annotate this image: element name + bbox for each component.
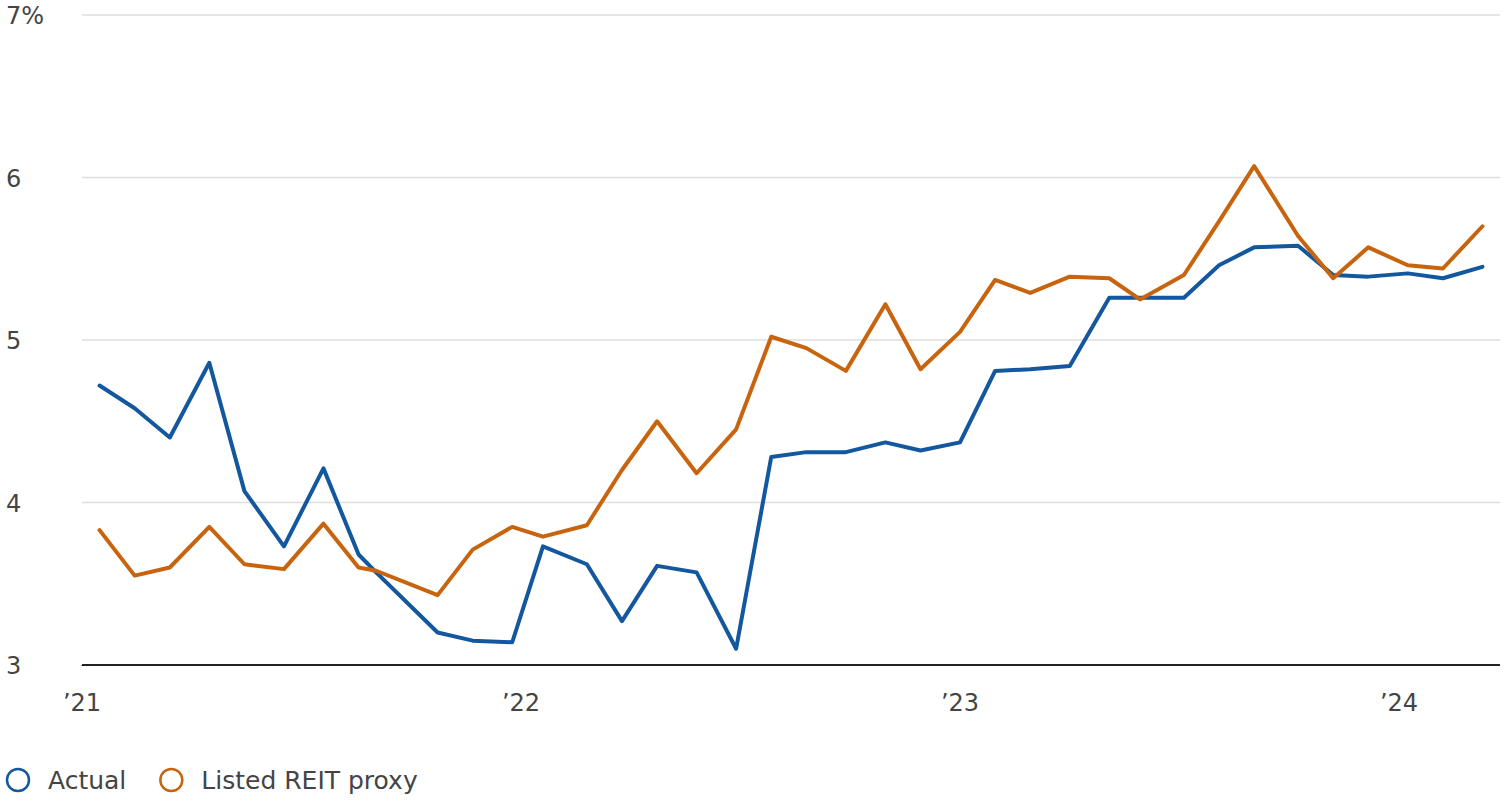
chart: 3 4 5 6 7% ’21 ’22 ’23 ’24 Actual Listed REIT prox… — [0, 0, 1504, 806]
legend-swatch — [160, 769, 182, 791]
x-tick — [521, 665, 522, 666]
x-tick — [82, 665, 83, 666]
y-axis-baseline — [82, 664, 1500, 666]
grid-line — [82, 177, 1500, 179]
legend-label: Listed REIT proxy — [201, 766, 418, 795]
y-tick-label: 7% — [6, 2, 44, 30]
y-tick-label: 5 — [6, 327, 21, 355]
y-tick-label: 3 — [6, 652, 21, 680]
series-line — [100, 166, 1483, 595]
x-tick — [960, 665, 961, 666]
x-tick-label: ’23 — [941, 689, 979, 717]
plot-area — [100, 166, 1483, 649]
legend-label: Actual — [48, 766, 126, 795]
y-tick-label: 4 — [6, 490, 21, 518]
x-tick-label: ’21 — [63, 689, 101, 717]
grid-line — [82, 502, 1500, 504]
x-tick — [1399, 665, 1400, 666]
x-axis-line — [82, 664, 1500, 666]
series-line — [100, 246, 1483, 649]
legend-swatch — [7, 769, 29, 791]
grid-line — [82, 339, 1500, 341]
y-tick-label: 6 — [6, 165, 21, 193]
x-tick-label: ’22 — [502, 689, 540, 717]
x-tick-label: ’24 — [1380, 689, 1418, 717]
grid-line — [82, 14, 1500, 16]
legend: Actual Listed REIT proxy — [7, 766, 418, 795]
